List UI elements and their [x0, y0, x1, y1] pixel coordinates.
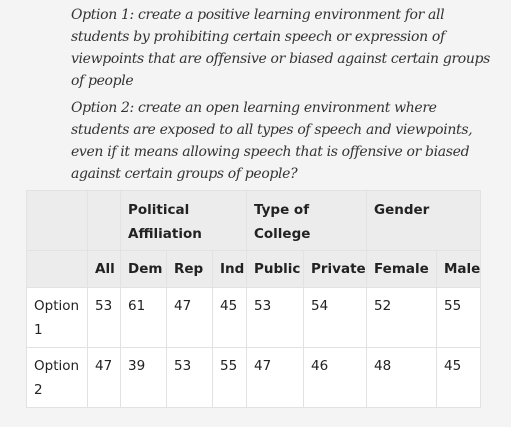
table-cell: 45 — [435, 347, 482, 408]
table-row: Option 1 53 61 47 45 53 54 52 55 — [26, 287, 482, 348]
row-label: Option 2 — [26, 347, 88, 408]
table-cell: 52 — [366, 287, 437, 348]
column-header-public: Public — [246, 250, 304, 288]
table-row: Option 2 47 39 53 55 47 46 48 45 — [26, 347, 482, 408]
option-1-description: Option 1: create a positive learning env… — [71, 7, 490, 89]
column-header-all: All — [87, 250, 121, 288]
row-label: Option 1 — [26, 287, 88, 348]
table-cell: 61 — [120, 287, 167, 348]
table-cell: 53 — [166, 347, 213, 408]
results-table: Political Affiliation Type of College Ge… — [26, 190, 482, 408]
option-2-description: Option 2: create an open learning enviro… — [71, 100, 473, 182]
table-cell: 47 — [87, 347, 121, 408]
table-cell: 45 — [212, 287, 247, 348]
table-cell: 48 — [366, 347, 437, 408]
column-header-ind: Ind — [212, 250, 247, 288]
table-cell: 53 — [87, 287, 121, 348]
table-cell: 47 — [246, 347, 304, 408]
type-of-college-header: Type of College — [246, 190, 367, 251]
column-header-female: Female — [366, 250, 437, 288]
table-cell: 39 — [120, 347, 167, 408]
table-cell: 53 — [246, 287, 304, 348]
table-cell: 54 — [303, 287, 367, 348]
group-header-row: Political Affiliation Type of College Ge… — [26, 190, 482, 251]
empty-header-cell — [26, 250, 88, 288]
column-header-male: Male — [435, 250, 482, 288]
table-cell: 46 — [303, 347, 367, 408]
gender-header: Gender — [365, 190, 482, 251]
table-cell: 47 — [166, 287, 213, 348]
table-cell: 55 — [435, 287, 482, 348]
column-header-rep: Rep — [166, 250, 213, 288]
column-header-private: Private — [303, 250, 367, 288]
column-header-dem: Dem — [120, 250, 167, 288]
column-header-row: All Dem Rep Ind Public Private Female Ma… — [26, 250, 482, 288]
empty-header-cell — [26, 190, 88, 251]
political-affiliation-header: Political Affiliation — [120, 190, 247, 251]
table-cell: 55 — [212, 347, 247, 408]
empty-header-cell — [87, 190, 121, 251]
